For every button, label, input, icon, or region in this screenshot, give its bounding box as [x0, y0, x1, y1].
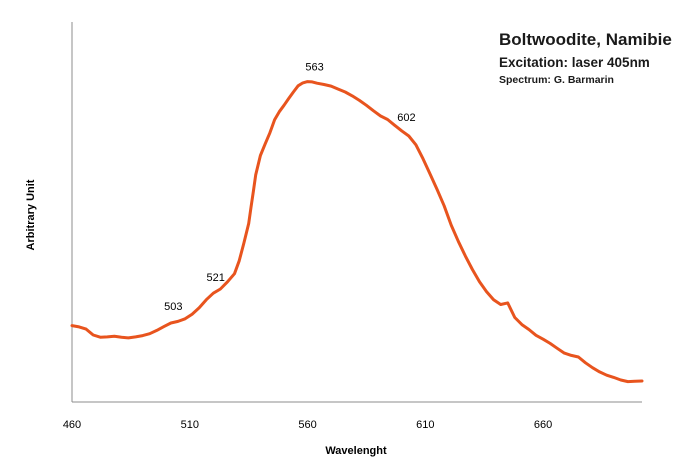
- x-tick-label: 510: [181, 419, 199, 431]
- x-tick-label: 460: [63, 419, 81, 431]
- peak-label: 602: [397, 112, 415, 124]
- peak-label: 521: [206, 272, 224, 284]
- spectrum-line: [70, 80, 644, 384]
- chart-credit: Spectrum: G. Barmarin: [499, 74, 614, 86]
- x-tick-labels: 460 510 560 610 660: [63, 419, 552, 431]
- peak-label: 503: [164, 301, 182, 313]
- x-tick-label: 610: [416, 419, 434, 431]
- x-tick-label: 560: [298, 419, 316, 431]
- x-tick-label: 660: [534, 419, 552, 431]
- chart-subtitle: Excitation: laser 405nm: [499, 55, 650, 70]
- y-axis-title: Arbitrary Unit: [25, 179, 37, 250]
- peak-label: 563: [305, 61, 323, 73]
- peak-labels: 503 521 563 602: [164, 61, 416, 313]
- chart-title: Boltwoodite, Namibie: [499, 30, 672, 49]
- chart-title-block: Boltwoodite, Namibie Excitation: laser 4…: [499, 30, 672, 86]
- x-axis-title: Wavelenght: [325, 445, 387, 457]
